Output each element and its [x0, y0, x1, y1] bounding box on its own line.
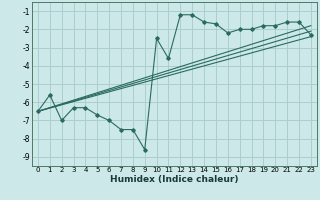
X-axis label: Humidex (Indice chaleur): Humidex (Indice chaleur): [110, 175, 239, 184]
